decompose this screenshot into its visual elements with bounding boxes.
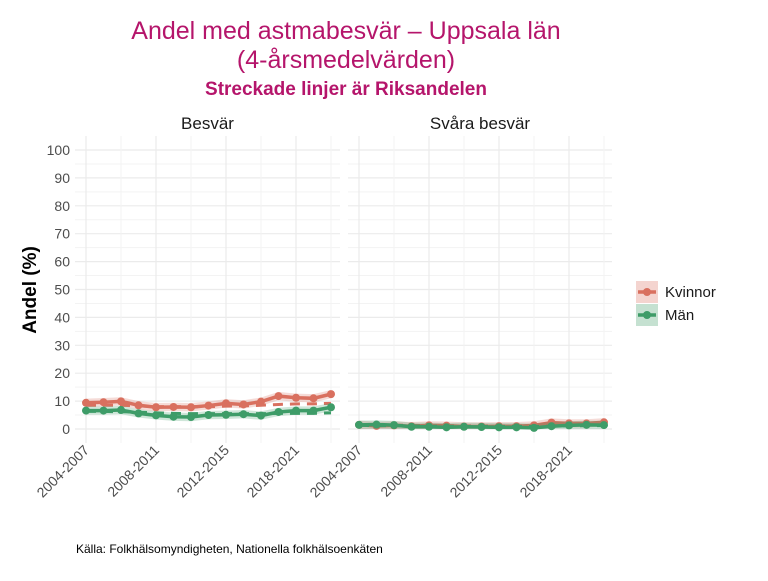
data-point-Kvinnor — [117, 397, 125, 406]
data-point-Män — [152, 411, 160, 420]
x-tick-label: 2012-2015 — [173, 442, 232, 501]
data-point-Män — [460, 422, 468, 431]
data-point-Kvinnor — [274, 392, 283, 401]
data-point-Män — [239, 410, 248, 419]
data-point-Män — [292, 406, 300, 415]
data-point-Kvinnor — [239, 400, 248, 409]
data-point-Kvinnor — [82, 398, 90, 407]
legend-key-point — [643, 311, 651, 319]
legend-label: Män — [665, 307, 694, 324]
data-point-Män — [477, 423, 486, 432]
y-tick-label: 60 — [54, 254, 70, 270]
data-point-Män — [134, 409, 143, 418]
data-point-Män — [495, 423, 503, 432]
panel-0: Besvär 2004-2007 2008-2011 2012-2015 2018-20… — [33, 114, 340, 500]
chart-title-line1: Andel med astmabesvär – Uppsala län — [131, 17, 560, 45]
legend-label: Kvinnor — [665, 284, 716, 301]
data-point-Män — [355, 420, 363, 429]
x-tick-label: 2018-2021 — [516, 442, 575, 501]
source-caption: Källa: Folkhälsomyndigheten, Nationella … — [76, 542, 383, 556]
data-point-Män — [582, 420, 591, 429]
data-point-Kvinnor — [222, 399, 230, 408]
data-point-Män — [222, 410, 230, 419]
data-point-Män — [530, 423, 538, 432]
data-point-Män — [547, 422, 556, 431]
legend-key-point — [643, 288, 651, 296]
x-tick-label: 2008-2011 — [377, 442, 435, 500]
data-point-Kvinnor — [327, 390, 335, 399]
data-point-Män — [565, 421, 573, 430]
data-point-Män — [512, 423, 521, 432]
data-point-Män — [169, 412, 178, 421]
data-point-Kvinnor — [169, 402, 178, 411]
data-point-Män — [274, 407, 283, 416]
data-point-Män — [117, 406, 125, 415]
y-tick-label: 10 — [54, 393, 70, 409]
data-point-Kvinnor — [152, 403, 160, 412]
panel-title: Besvär — [181, 114, 234, 133]
chart-title-line2: (4-årsmedelvärden) — [237, 46, 455, 74]
y-tick-label: 40 — [54, 309, 70, 325]
x-tick-label: 2012-2015 — [446, 442, 505, 501]
x-tick-label: 2004-2007 — [306, 442, 365, 501]
data-point-Män — [309, 406, 318, 415]
x-tick-label: 2008-2011 — [104, 442, 162, 500]
data-point-Män — [425, 422, 433, 431]
data-point-Kvinnor — [134, 401, 143, 410]
y-tick-label: 70 — [54, 226, 70, 242]
y-tick-label: 0 — [62, 421, 70, 437]
data-point-Kvinnor — [257, 397, 265, 406]
data-point-Män — [257, 411, 265, 420]
data-point-Män — [187, 413, 195, 422]
data-point-Kvinnor — [187, 403, 195, 412]
data-point-Män — [390, 421, 398, 430]
data-point-Kvinnor — [309, 394, 318, 403]
y-tick-label: 50 — [54, 282, 70, 298]
data-point-Män — [327, 403, 335, 412]
data-point-Män — [372, 420, 381, 429]
y-tick-label: 100 — [47, 142, 71, 158]
data-point-Män — [600, 421, 608, 430]
x-tick-label: 2004-2007 — [33, 442, 92, 501]
data-point-Kvinnor — [292, 393, 300, 402]
data-point-Män — [82, 406, 90, 415]
y-tick-label: 80 — [54, 198, 70, 214]
x-tick-label: 2018-2021 — [243, 442, 302, 501]
y-axis-label: Andel (%) — [20, 246, 41, 334]
y-tick-label: 20 — [54, 365, 70, 381]
data-point-Kvinnor — [204, 401, 213, 410]
data-point-Män — [99, 406, 108, 415]
data-point-Män — [407, 422, 416, 431]
panel-1: Svåra besvär 2004-2007 2008-2011 2012-2015 2… — [306, 114, 612, 500]
data-point-Kvinnor — [99, 398, 108, 407]
chart-subtitle: Streckade linjer är Riksandelen — [205, 79, 487, 100]
data-point-Män — [442, 423, 451, 432]
panel-title: Svåra besvär — [430, 114, 530, 133]
y-tick-label: 30 — [54, 337, 70, 353]
data-point-Män — [204, 411, 213, 420]
y-tick-label: 90 — [54, 170, 70, 186]
